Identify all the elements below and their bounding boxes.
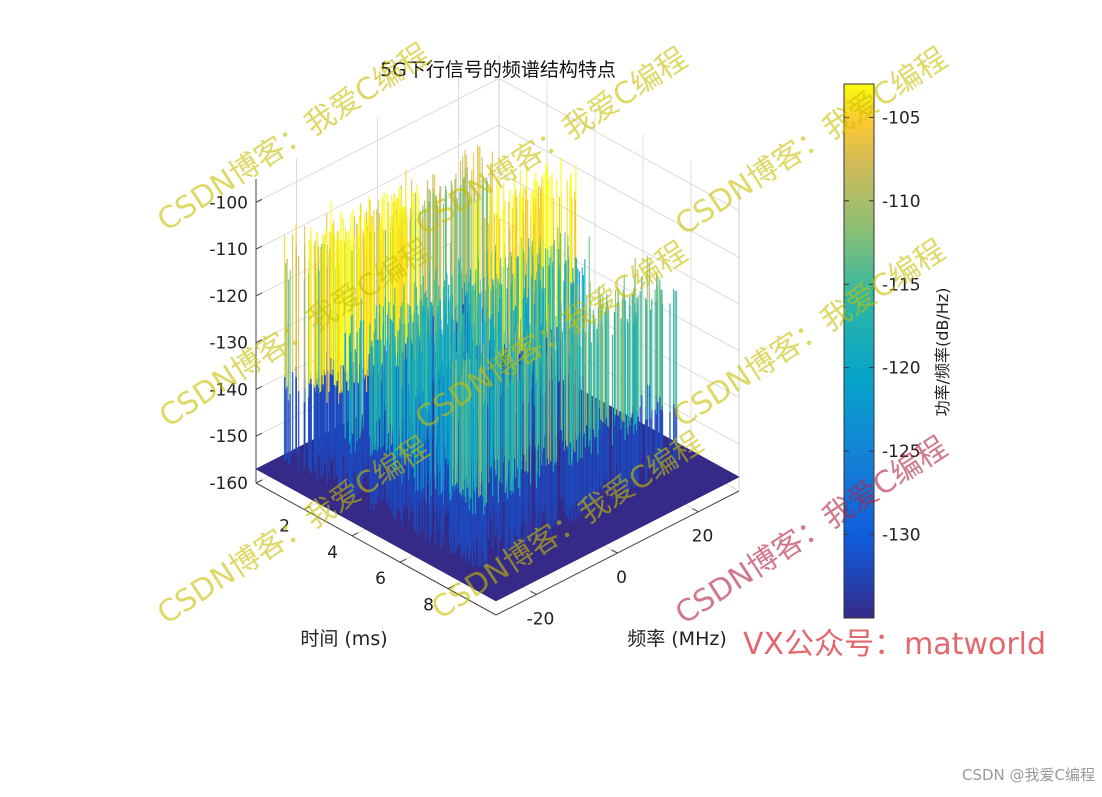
watermarks: CSDN博客：我爱C编程 CSDN博客：我爱C编程 CSDN博客：我爱C编程 C… xyxy=(151,37,953,632)
z-tick xyxy=(255,245,263,250)
z-tick xyxy=(255,292,263,297)
colorbar-tick-label: -130 xyxy=(882,526,921,546)
watermark: CSDN博客：我爱C编程 xyxy=(669,41,953,243)
colorbar-tick-label: -110 xyxy=(882,192,921,212)
x-tick xyxy=(399,558,407,563)
axis-line xyxy=(255,482,497,616)
promo-text: VX公众号：matworld xyxy=(743,627,1046,662)
y-tick-label: 0 xyxy=(616,568,627,588)
z-tick xyxy=(255,432,263,437)
surface-spikes xyxy=(255,145,740,602)
x-tick-label: 6 xyxy=(375,569,386,589)
x-tick-label: 4 xyxy=(327,543,338,563)
z-tick-label: -160 xyxy=(209,474,248,494)
watermark: CSDN博客：我爱C编程 xyxy=(667,233,951,435)
y-tick xyxy=(611,549,618,554)
y-tick-label: 20 xyxy=(692,527,714,547)
colorbar-tick-label: -115 xyxy=(882,275,921,295)
z-tick xyxy=(255,198,263,203)
colorbar-gradient xyxy=(843,83,875,619)
footer-credit: CSDN @我爱C编程 xyxy=(962,766,1095,784)
chart-title: 5G下行信号的频谱结构特点 xyxy=(380,59,616,81)
z-tick-label: -140 xyxy=(209,380,248,400)
colorbar-tick-label: -105 xyxy=(882,108,921,128)
colorbar-label: 功率/频率(dB/Hz) xyxy=(933,288,952,417)
x-tick-label: 8 xyxy=(423,596,434,616)
z-tick xyxy=(255,339,263,344)
y-tick xyxy=(692,508,699,513)
y-tick xyxy=(530,590,537,595)
x-tick xyxy=(303,505,311,510)
z-tick xyxy=(255,386,263,390)
z-tick-label: -100 xyxy=(209,193,248,213)
colorbar-tick-label: -120 xyxy=(882,359,921,379)
x-axis-label: 时间 (ms) xyxy=(300,628,387,650)
z-tick-label: -120 xyxy=(209,287,248,307)
z-tick xyxy=(255,479,263,484)
z-tick-label: -110 xyxy=(209,240,248,260)
y-axis-label: 频率 (MHz) xyxy=(627,628,727,650)
x-tick xyxy=(447,585,455,590)
x-tick-label: 2 xyxy=(279,516,290,536)
colorbar-ticks: -130 -125 -120 -115 -110 -105 xyxy=(844,108,921,546)
y-tick-label: -20 xyxy=(527,609,555,629)
z-tick-label: -130 xyxy=(209,334,248,354)
z-tick-label: -150 xyxy=(209,427,248,447)
colorbar: -130 -125 -120 -115 -110 -105 功率/频率(dB/Hz) xyxy=(843,83,952,619)
x-tick xyxy=(351,532,359,537)
colorbar-tick-label: -125 xyxy=(882,442,921,462)
axis-ticks: -160 -150 -140 -130 -120 -110 -100 2 4 6 8 -20 0 20 xyxy=(209,179,740,629)
